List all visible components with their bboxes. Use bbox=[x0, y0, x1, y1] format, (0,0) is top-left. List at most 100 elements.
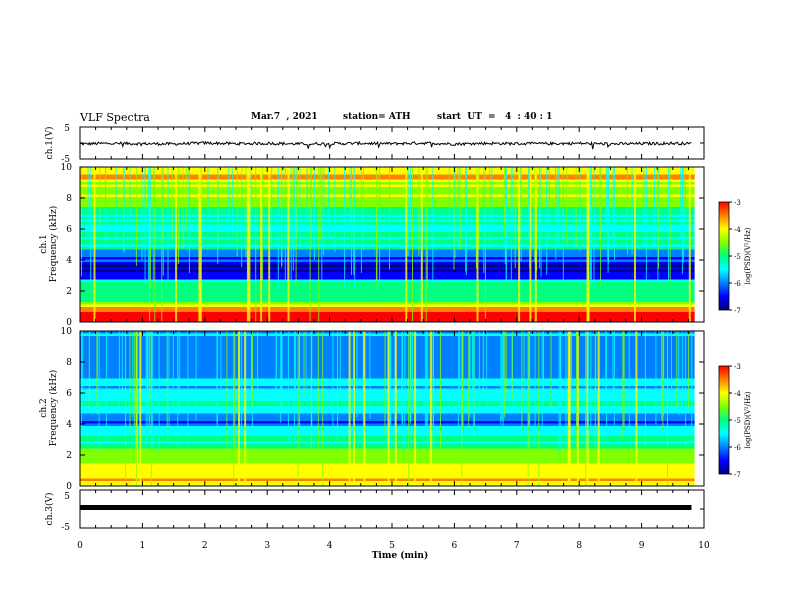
sferic-streak bbox=[313, 167, 315, 260]
sferic-streak bbox=[271, 167, 273, 244]
sferic-streak bbox=[245, 167, 247, 258]
spectrogram-row bbox=[80, 343, 695, 347]
spectrogram-row bbox=[80, 177, 695, 180]
sferic-streak bbox=[299, 167, 301, 245]
ch3-ytick-5: 5 bbox=[64, 492, 70, 502]
sferic-streak bbox=[414, 331, 417, 486]
sferic-streak bbox=[548, 167, 550, 241]
sferic-streak bbox=[519, 167, 521, 241]
sferic-streak bbox=[290, 167, 292, 282]
sferic-streak bbox=[540, 167, 542, 277]
sferic-streak bbox=[150, 167, 152, 247]
spectrogram-row bbox=[80, 333, 695, 337]
sferic-streak bbox=[475, 167, 477, 269]
sferic-streak bbox=[486, 331, 488, 407]
sferic-streak bbox=[241, 167, 243, 267]
sferic-streak bbox=[360, 167, 362, 273]
sferic-streak bbox=[510, 167, 512, 284]
spectrogram-row bbox=[80, 451, 695, 454]
spectrogram-row bbox=[80, 242, 695, 245]
spectrogram-row bbox=[80, 222, 695, 225]
sferic-streak bbox=[168, 331, 170, 442]
sferic-streak bbox=[590, 167, 592, 285]
spectrogram-row bbox=[80, 299, 695, 303]
date-label: Mar.7 , 2021 bbox=[251, 112, 318, 122]
sferic-streak bbox=[429, 331, 432, 486]
spectrogram-row bbox=[80, 302, 695, 305]
spectrogram-row bbox=[80, 438, 695, 442]
sferic-streak bbox=[295, 167, 297, 287]
sferic-streak bbox=[440, 331, 441, 454]
sferic-streak bbox=[483, 167, 485, 273]
spectrogram-row bbox=[80, 351, 695, 354]
spectrogram-row bbox=[80, 169, 695, 173]
sferic-streak bbox=[420, 167, 423, 322]
spectrogram-row bbox=[80, 473, 695, 477]
sferic-streak bbox=[147, 167, 149, 283]
sferic-streak bbox=[500, 331, 502, 425]
sferic-streak bbox=[605, 331, 607, 401]
sferic-streak bbox=[579, 167, 581, 231]
spectrogram-row bbox=[80, 386, 695, 389]
ch1-waveform-ticks bbox=[79, 126, 705, 160]
sferic-streak bbox=[234, 331, 236, 449]
sferic-streak bbox=[645, 167, 647, 283]
sferic-streak bbox=[427, 331, 429, 450]
time-tick-label: 9 bbox=[639, 541, 645, 551]
sferic-streak bbox=[171, 167, 173, 240]
sferic-streak bbox=[458, 167, 460, 246]
sferic-streak bbox=[541, 331, 543, 437]
spectrogram-row bbox=[80, 408, 695, 412]
sferic-streak bbox=[685, 331, 687, 450]
sferic-streak bbox=[655, 331, 657, 425]
sferic-streak bbox=[390, 331, 392, 448]
time-tick-label: 5 bbox=[389, 541, 395, 551]
spectrogram-row bbox=[80, 272, 695, 275]
sferic-streak bbox=[568, 331, 571, 486]
sferic-streak bbox=[479, 331, 480, 408]
spectrogram-row bbox=[80, 423, 695, 427]
sferic-streak bbox=[590, 331, 592, 433]
spectrogram-row bbox=[80, 294, 695, 298]
sferic-streak bbox=[135, 167, 137, 266]
sferic-streak bbox=[240, 331, 242, 430]
sferic-streak bbox=[599, 167, 601, 239]
sferic-streak bbox=[81, 167, 82, 277]
spectrogram-row bbox=[80, 331, 695, 334]
sferic-streak bbox=[150, 331, 152, 486]
sferic-streak bbox=[154, 167, 156, 322]
y-tick-label: 2 bbox=[66, 287, 72, 297]
spectrogram-row bbox=[80, 458, 695, 462]
sferic-streak bbox=[600, 167, 602, 286]
sferic-streak bbox=[459, 167, 461, 250]
spectrogram-row bbox=[80, 224, 695, 228]
sferic-streak bbox=[90, 167, 92, 286]
sferic-streak bbox=[161, 167, 163, 322]
sferic-streak bbox=[571, 331, 572, 394]
spectrogram-row bbox=[80, 426, 695, 429]
sferic-streak bbox=[151, 331, 153, 448]
sferic-streak bbox=[376, 167, 378, 290]
sferic-streak bbox=[310, 331, 312, 452]
sferic-streak bbox=[281, 331, 283, 402]
sferic-streak bbox=[220, 331, 222, 399]
colorbar-tick-label: -4 bbox=[734, 390, 741, 398]
sferic-streak bbox=[605, 167, 607, 230]
sferic-streak bbox=[680, 167, 682, 240]
spectrogram-row bbox=[80, 396, 695, 399]
sferic-streak bbox=[643, 167, 645, 231]
sferic-streak bbox=[691, 331, 693, 443]
sferic-streak bbox=[363, 331, 366, 486]
spectrogram-row bbox=[80, 202, 695, 205]
sferic-streak bbox=[644, 331, 646, 454]
spectrogram-row bbox=[80, 217, 695, 220]
time-axis-tick-labels: 0 1 2 3 4 5 6 7 8 9 10 bbox=[77, 541, 710, 551]
sferic-streak bbox=[321, 167, 323, 282]
sferic-streak bbox=[412, 167, 413, 322]
sferic-streak bbox=[144, 167, 146, 235]
sferic-streak bbox=[426, 167, 428, 290]
sferic-streak bbox=[188, 167, 190, 274]
sferic-streak bbox=[187, 331, 189, 447]
sferic-streak bbox=[482, 331, 484, 397]
spectrogram-row bbox=[80, 179, 695, 183]
